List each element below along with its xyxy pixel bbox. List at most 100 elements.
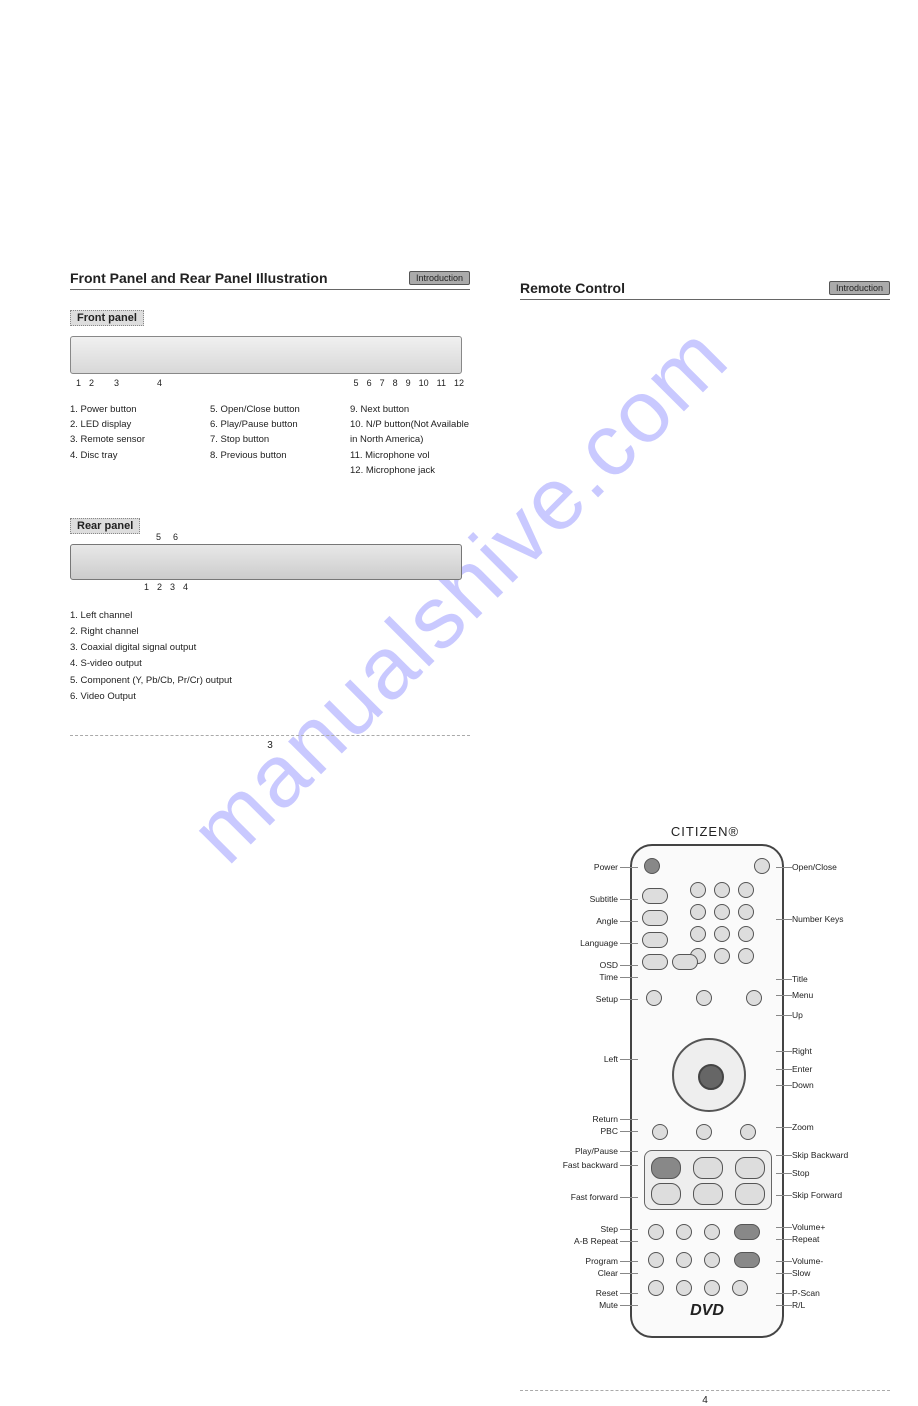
leader-line xyxy=(620,1151,638,1152)
fl: 6. Play/Pause button xyxy=(210,417,330,432)
leader-line xyxy=(776,1051,792,1052)
rn: 2 xyxy=(157,582,162,592)
leader-line xyxy=(620,1241,638,1242)
rn: 4 xyxy=(183,582,188,592)
remote-label-right: Number Keys xyxy=(792,914,844,924)
leader-line xyxy=(620,943,638,944)
leader-line xyxy=(776,1173,792,1174)
leader-line xyxy=(776,1015,792,1016)
remote-label-left: Step xyxy=(601,1224,619,1234)
remote-label-left: OSD xyxy=(600,960,618,970)
leader-line xyxy=(776,1127,792,1128)
leader-line xyxy=(776,1239,792,1240)
remote-label-right: Title xyxy=(792,974,808,984)
leader-line xyxy=(620,1261,638,1262)
skipfwd-btn xyxy=(735,1183,765,1205)
volup-btn xyxy=(734,1224,760,1240)
clear-btn xyxy=(676,1252,692,1268)
reset-btn xyxy=(648,1280,664,1296)
prog-btn xyxy=(648,1252,664,1268)
fl: 2. LED display xyxy=(70,417,190,432)
slow-btn xyxy=(704,1252,720,1268)
leader-line xyxy=(776,1069,792,1070)
rear-panel-label: Rear panel xyxy=(70,518,140,534)
leader-line xyxy=(620,1197,638,1198)
leader-line xyxy=(776,1085,792,1086)
remote-label-right: Slow xyxy=(792,1268,810,1278)
rev-btn xyxy=(651,1183,681,1205)
numkey xyxy=(690,904,706,920)
leader-line xyxy=(620,1305,638,1306)
step-btn xyxy=(648,1224,664,1240)
remote-label-right: Right xyxy=(792,1046,812,1056)
rear-nums-top: 5 6 xyxy=(156,532,178,542)
numkey xyxy=(690,926,706,942)
n: 4 xyxy=(157,378,162,388)
n: 7 xyxy=(380,378,385,388)
left-badge: Introduction xyxy=(409,271,470,285)
skipback-btn xyxy=(693,1157,723,1179)
n: 1 xyxy=(76,378,81,388)
remote-label-left: Subtitle xyxy=(590,894,618,904)
right-page-num: 4 xyxy=(520,1390,890,1406)
remote-label-right: Stop xyxy=(792,1168,810,1178)
remote-label-right: P-Scan xyxy=(792,1288,820,1298)
fl: 7. Stop button xyxy=(210,432,330,447)
fl: 11. Microphone vol xyxy=(350,448,470,463)
n: 9 xyxy=(406,378,411,388)
remote-label-right: Up xyxy=(792,1010,803,1020)
leader-line xyxy=(776,1305,792,1306)
rn: 5 xyxy=(156,532,161,542)
leader-line xyxy=(620,867,638,868)
leader-line xyxy=(620,965,638,966)
brand-text: CITIZEN® xyxy=(520,824,890,839)
leader-line xyxy=(776,867,792,868)
zoom-btn xyxy=(740,1124,756,1140)
front-num-row: 1 2 3 4 5 6 7 8 9 10 11 12 xyxy=(70,374,470,388)
remote-label-right: Repeat xyxy=(792,1234,819,1244)
remote-label-right: Open/Close xyxy=(792,862,837,872)
rn: 3 xyxy=(170,582,175,592)
remote-label-left: Left xyxy=(604,1054,618,1064)
remote-label-left: A-B Repeat xyxy=(574,1236,618,1246)
remote-label-left: Fast backward xyxy=(563,1160,618,1170)
rl: 5. Component (Y, Pb/Cb, Pr/Cr) output xyxy=(70,673,470,689)
remote-label-left: Play/Pause xyxy=(575,1146,618,1156)
repeat-btn xyxy=(704,1224,720,1240)
stop-btn xyxy=(735,1157,765,1179)
power-icon xyxy=(644,858,660,874)
remote-label-left: Clear xyxy=(598,1268,618,1278)
leader-line xyxy=(776,1227,792,1228)
rn: 1 xyxy=(144,582,149,592)
remote-label-left: Time xyxy=(599,972,618,982)
lr-btn xyxy=(704,1280,720,1296)
title-btn xyxy=(696,990,712,1006)
fl: 9. Next button xyxy=(350,402,470,417)
play-btn xyxy=(651,1157,681,1179)
leader-line xyxy=(620,921,638,922)
remote-label-right: Volume+ xyxy=(792,1222,825,1232)
rear-list: 1. Left channel 2. Right channel 3. Coax… xyxy=(70,608,470,705)
leader-line xyxy=(776,1195,792,1196)
n: 12 xyxy=(454,378,464,388)
n: 6 xyxy=(367,378,372,388)
remote-label-left: Reset xyxy=(596,1288,618,1298)
numkey xyxy=(738,882,754,898)
numkey xyxy=(714,948,730,964)
right-badge: Introduction xyxy=(829,281,890,295)
remote-block: DVD PowerSubtitleAngleLanguageOSDTimeSet… xyxy=(520,824,890,1384)
right-title: Remote Control xyxy=(520,280,625,296)
leader-line xyxy=(620,999,638,1000)
osd-btn xyxy=(642,954,668,970)
numkey xyxy=(738,948,754,964)
remote-label-left: Setup xyxy=(596,994,618,1004)
setup-btn xyxy=(646,990,662,1006)
fl: 5. Open/Close button xyxy=(210,402,330,417)
time-btn xyxy=(672,954,698,970)
remote-label-left: Language xyxy=(580,938,618,948)
left-title-row: Front Panel and Rear Panel Illustration … xyxy=(70,270,470,290)
numkey xyxy=(714,904,730,920)
remote-label-right: Down xyxy=(792,1080,814,1090)
leader-line xyxy=(776,979,792,980)
remote-label-left: Return xyxy=(592,1114,618,1124)
